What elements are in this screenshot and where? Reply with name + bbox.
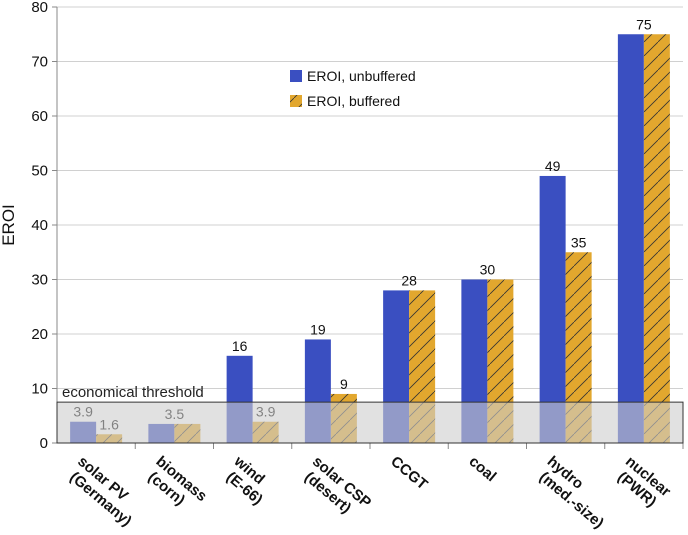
y-axis-label: EROI xyxy=(0,204,18,246)
data-label: 9 xyxy=(340,376,348,392)
x-tick-label: nuclear(PWR) xyxy=(614,453,674,511)
y-tick-label: 20 xyxy=(31,326,48,343)
bar xyxy=(539,175,566,443)
data-label: 75 xyxy=(636,16,652,32)
y-tick-label: 70 xyxy=(31,54,48,71)
y-tick-label: 40 xyxy=(31,217,48,234)
legend-label: EROI, buffered xyxy=(307,93,400,109)
data-label: 16 xyxy=(232,338,248,354)
y-tick-label: 0 xyxy=(40,435,48,452)
bar xyxy=(617,34,644,443)
x-tick-label: CCGT xyxy=(387,453,430,493)
threshold-label: economical threshold xyxy=(62,384,204,401)
legend-swatch xyxy=(290,70,302,82)
y-tick-label: 30 xyxy=(31,272,48,289)
data-label: 28 xyxy=(401,272,417,288)
data-label: 30 xyxy=(480,262,496,278)
x-tick-label: solar CSP(desert) xyxy=(301,453,374,517)
x-tick-label: coal xyxy=(466,453,500,485)
data-label: 19 xyxy=(310,321,326,337)
x-tick-label: solar PV(Germany) xyxy=(66,453,134,530)
threshold-band xyxy=(56,401,684,444)
y-tick-label: 80 xyxy=(31,0,48,16)
legend-swatch-hatch xyxy=(290,95,302,107)
y-tick-label: 60 xyxy=(31,108,48,125)
y-tick-label: 50 xyxy=(31,163,48,180)
x-tick-label: wind(E-66) xyxy=(223,452,268,508)
bar-hatch xyxy=(643,34,670,443)
legend-label: EROI, unbuffered xyxy=(307,68,416,84)
x-tick-label-line: CCGT xyxy=(387,453,430,493)
x-tick-label-line: coal xyxy=(466,453,500,485)
x-tick-label: hydro(med.-size) xyxy=(536,453,607,532)
y-tick-label: 10 xyxy=(31,381,48,398)
data-label: 49 xyxy=(545,158,561,174)
x-tick-label: biomass(corn) xyxy=(145,453,210,509)
data-label: 35 xyxy=(571,234,587,250)
